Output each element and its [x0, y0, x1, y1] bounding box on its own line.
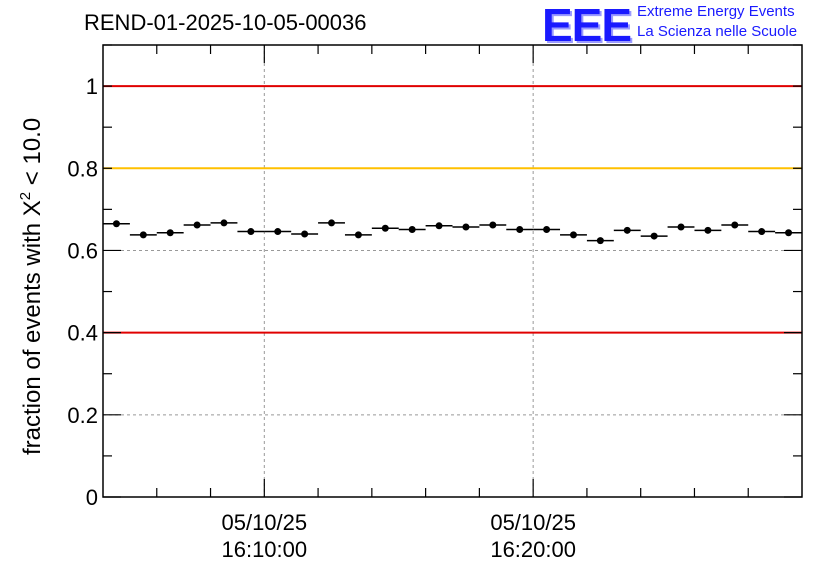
- data-point: [112, 220, 120, 228]
- data-point: [301, 230, 309, 238]
- data-point: [785, 229, 793, 237]
- data-point: [462, 223, 470, 231]
- data-point: [704, 226, 712, 234]
- y-tick-label: 0.6: [67, 238, 98, 263]
- data-point: [731, 221, 739, 229]
- data-point: [408, 225, 416, 233]
- data-point: [623, 226, 631, 234]
- eee-logo: EEE: [542, 0, 632, 51]
- data-point: [650, 232, 658, 240]
- x-tick-label-date: 05/10/25: [221, 510, 307, 535]
- data-point: [166, 229, 174, 237]
- data-point: [139, 231, 147, 239]
- y-tick-label: 0.4: [67, 321, 98, 346]
- y-axis-label: fraction of events with X2 < 10.0: [17, 118, 46, 455]
- data-point: [435, 222, 443, 230]
- run-title: REND-01-2025-10-05-00036: [84, 10, 367, 35]
- data-point: [489, 221, 497, 229]
- y-tick-label: 0.2: [67, 403, 98, 428]
- data-point: [193, 221, 201, 229]
- data-point: [569, 231, 577, 239]
- data-point: [381, 224, 389, 232]
- data-point: [220, 219, 228, 227]
- x-tick-label-time: 16:20:00: [490, 537, 576, 562]
- data-point: [516, 225, 524, 233]
- data-point: [354, 231, 362, 239]
- axes: 00.20.40.60.8105/10/2516:10:0005/10/2516…: [67, 44, 803, 562]
- grid-layer: [103, 45, 802, 497]
- data-point: [328, 219, 336, 227]
- data-point: [758, 228, 766, 236]
- data-points: [103, 219, 802, 245]
- logo-subtitle-2: La Scienza nelle Scuole: [637, 23, 798, 40]
- data-point: [543, 225, 551, 233]
- reference-lines: [103, 85, 802, 334]
- data-point: [677, 223, 685, 231]
- data-point: [247, 228, 255, 236]
- y-tick-label: 1: [86, 74, 98, 99]
- data-point: [596, 237, 604, 245]
- data-point: [274, 228, 282, 236]
- x-tick-label-time: 16:10:00: [221, 537, 307, 562]
- logo-subtitle-1: Extreme Energy Events: [637, 3, 795, 20]
- plot-frame: [102, 44, 803, 498]
- y-tick-label: 0.8: [67, 156, 98, 181]
- y-tick-label: 0: [86, 485, 98, 510]
- x-tick-label-date: 05/10/25: [490, 510, 576, 535]
